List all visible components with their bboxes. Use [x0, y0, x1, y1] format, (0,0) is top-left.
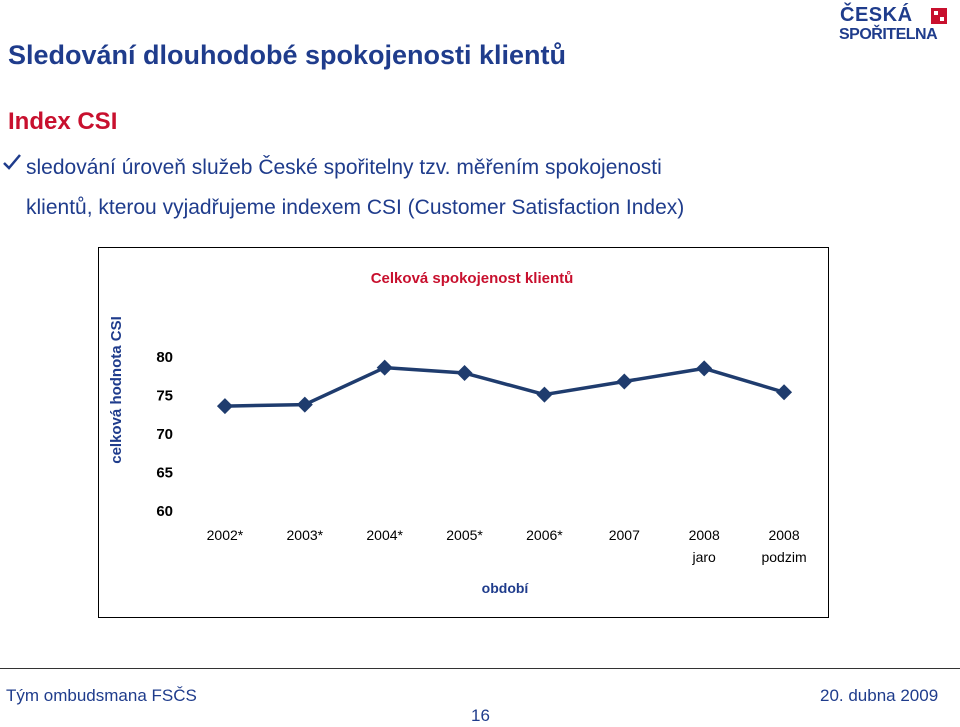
data-point-marker: [216, 398, 233, 415]
ceska-sporitelna-logo: ČESKÁ SPOŘITELNA: [838, 4, 950, 44]
y-tick-label: 75: [156, 388, 173, 405]
logo-mark-icon: [931, 8, 947, 24]
y-tick-label: 80: [156, 349, 173, 366]
bullet-text-line1: sledování úroveň služeb České spořitelny…: [26, 156, 662, 179]
data-point-marker: [696, 360, 713, 377]
series-line: [224, 365, 785, 408]
data-point-marker: [296, 396, 313, 413]
footer-divider: [0, 668, 960, 669]
data-point-marker: [456, 365, 473, 382]
footer-team: Tým ombudsmana FSČS: [6, 686, 197, 705]
chart-frame: Celková spokojenost klientů celková hodn…: [98, 247, 829, 618]
x-tick-label: 2006*: [526, 527, 563, 543]
x-tick-label: 2002*: [207, 527, 244, 543]
y-tick-label: 60: [156, 503, 173, 520]
data-point-marker: [776, 384, 793, 401]
data-point-marker: [536, 386, 553, 403]
logo-line1: ČESKÁ: [840, 4, 913, 26]
data-point-marker: [376, 359, 393, 376]
check-icon: [3, 154, 21, 170]
footer-date: 20. dubna 2009: [820, 686, 939, 705]
section-heading: Index CSI: [8, 108, 118, 135]
chart-xlabel: období: [482, 580, 530, 596]
csi-line-chart: Celková spokojenost klientů celková hodn…: [108, 270, 807, 596]
bullet-text-line2: klientů, kterou vyjadřujeme indexem CSI …: [26, 196, 685, 219]
x-tick-label: 2005*: [446, 527, 483, 543]
data-point-marker: [616, 373, 633, 390]
x-tick-label: 2008: [689, 527, 720, 543]
page-number: 16: [471, 706, 490, 725]
page-title: Sledování dlouhodobé spokojenosti klient…: [8, 40, 567, 70]
chart-ylabel: celková hodnota CSI: [108, 316, 125, 464]
y-tick-label: 70: [156, 426, 173, 443]
x-tick-label: 2008: [768, 527, 799, 543]
x-tick-label: 2003*: [287, 527, 324, 543]
x-tick-label: jaro: [692, 549, 717, 565]
bullet-item: sledování úroveň služeb České spořitelny…: [2, 148, 952, 228]
chart-title: Celková spokojenost klientů: [371, 270, 574, 287]
y-tick-label: 65: [156, 465, 173, 482]
x-tick-label: 2004*: [366, 527, 403, 543]
x-tick-label: podzim: [761, 549, 806, 565]
logo-line2: SPOŘITELNA: [839, 26, 938, 43]
x-tick-label: 2007: [609, 527, 640, 543]
